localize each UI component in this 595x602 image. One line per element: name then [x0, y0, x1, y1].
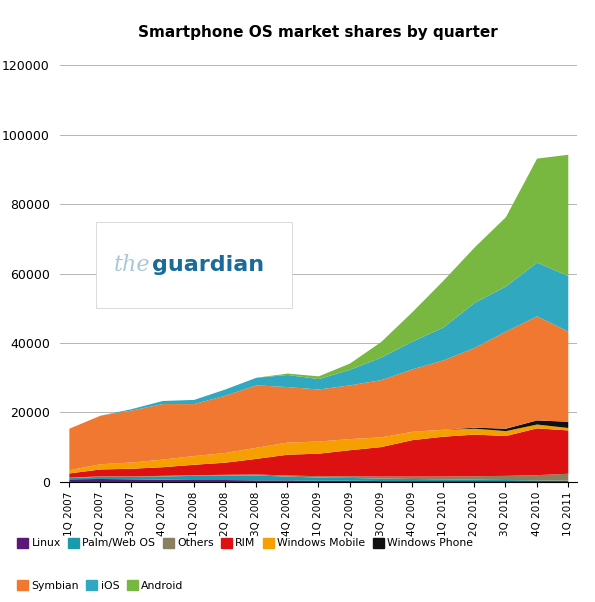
Text: the: the: [114, 254, 150, 276]
Text: guardian: guardian: [152, 255, 264, 275]
Legend: Linux, Palm/Web OS, Others, RIM, Windows Mobile, Windows Phone: Linux, Palm/Web OS, Others, RIM, Windows…: [17, 538, 473, 548]
Legend: Symbian, iOS, Android: Symbian, iOS, Android: [17, 580, 183, 591]
Title: Smartphone OS market shares by quarter: Smartphone OS market shares by quarter: [139, 25, 498, 40]
FancyBboxPatch shape: [96, 222, 293, 308]
